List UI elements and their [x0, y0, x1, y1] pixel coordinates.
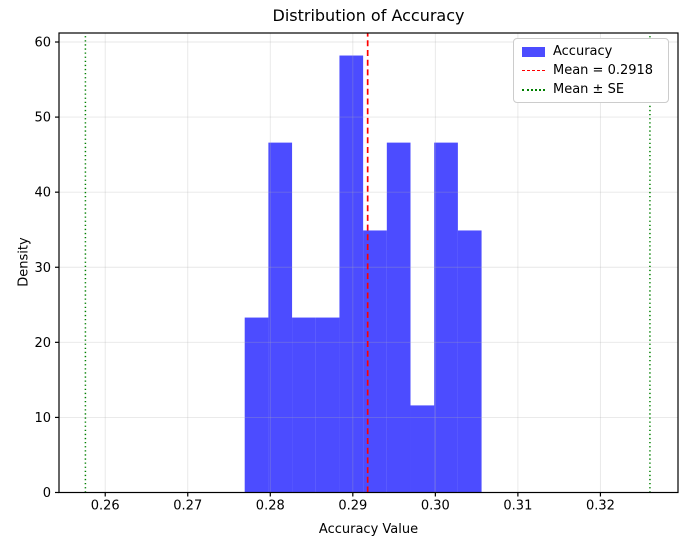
legend-label-se: Mean ± SE	[553, 82, 625, 97]
legend-entry-se: Mean ± SE	[522, 83, 660, 96]
y-tick-label: 60	[34, 36, 51, 51]
x-tick-label: 0.27	[173, 499, 202, 514]
histogram-bar	[315, 317, 340, 493]
histogram-bar	[339, 55, 364, 493]
histogram-bar	[292, 317, 316, 493]
accuracy-swatch	[522, 46, 545, 57]
y-tick-label: 10	[34, 411, 51, 426]
y-tick-label: 0	[43, 486, 51, 501]
histogram-bar	[457, 230, 482, 493]
x-tick-label: 0.31	[503, 499, 532, 514]
axes-spines	[58, 32, 679, 494]
legend: Accuracy Mean = 0.2918 Mean ± SE	[513, 38, 669, 103]
histogram-bar	[363, 230, 387, 493]
histogram-bar	[410, 405, 435, 493]
legend-entry-mean: Mean = 0.2918	[522, 64, 660, 77]
y-tick-label: 30	[34, 261, 51, 276]
x-axis-label: Accuracy Value	[318, 522, 419, 537]
y-tick-label: 50	[34, 111, 51, 126]
legend-label-mean: Mean = 0.2918	[553, 63, 654, 78]
x-tick-label: 0.26	[91, 499, 120, 514]
histogram-bar	[268, 142, 293, 493]
x-tick-label: 0.30	[421, 499, 450, 514]
legend-entry-accuracy: Accuracy	[522, 45, 660, 58]
se-line-swatch	[522, 88, 545, 91]
x-tick-label: 0.32	[586, 499, 615, 514]
x-tick-label: 0.28	[256, 499, 285, 514]
y-tick-label: 40	[34, 186, 51, 201]
legend-label-accuracy: Accuracy	[553, 44, 613, 59]
mean-line-swatch	[522, 70, 545, 71]
histogram-bar	[244, 317, 269, 493]
histogram-bar	[386, 142, 411, 493]
histogram-bar	[434, 142, 458, 493]
y-tick-label: 20	[34, 336, 51, 351]
x-tick-label: 0.29	[338, 499, 367, 514]
chart-title: Distribution of Accuracy	[272, 6, 465, 25]
